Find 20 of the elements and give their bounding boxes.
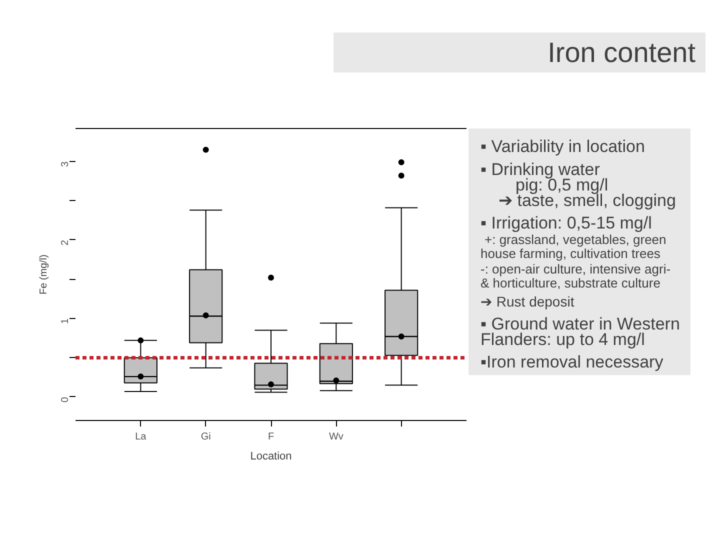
text: -: open-air culture, intensive agri- <box>480 261 671 276</box>
text: ▪ Variability in location <box>480 137 645 156</box>
x-tick-label: Wv <box>328 432 344 442</box>
text: ▪ Drinking water <box>480 160 600 180</box>
y-tick-label: 3 <box>60 161 71 168</box>
text: house farming, cultivation trees <box>480 246 661 262</box>
y-tick-label: 2 <box>60 240 71 246</box>
text: ➔ Rust deposit <box>480 294 574 310</box>
text: & horticulture, substrate culture <box>480 275 660 290</box>
x-tick-label: F <box>268 432 274 442</box>
x-tick-label: Gi <box>200 432 211 442</box>
text: ▪ Irrigation: 0,5-15 mg/l <box>480 213 652 232</box>
y-axis-title: Fe (mg/l) <box>38 254 50 294</box>
text: ▪Iron removal necessary <box>480 352 664 372</box>
y-tick-label: 0 <box>60 396 71 403</box>
y-tick-label: 1 <box>60 318 71 324</box>
text: Iron content <box>548 37 696 68</box>
x-axis-title: Location <box>250 450 292 462</box>
x-tick-label: La <box>135 432 147 442</box>
text: +: grassland, vegetables, green <box>484 232 666 248</box>
